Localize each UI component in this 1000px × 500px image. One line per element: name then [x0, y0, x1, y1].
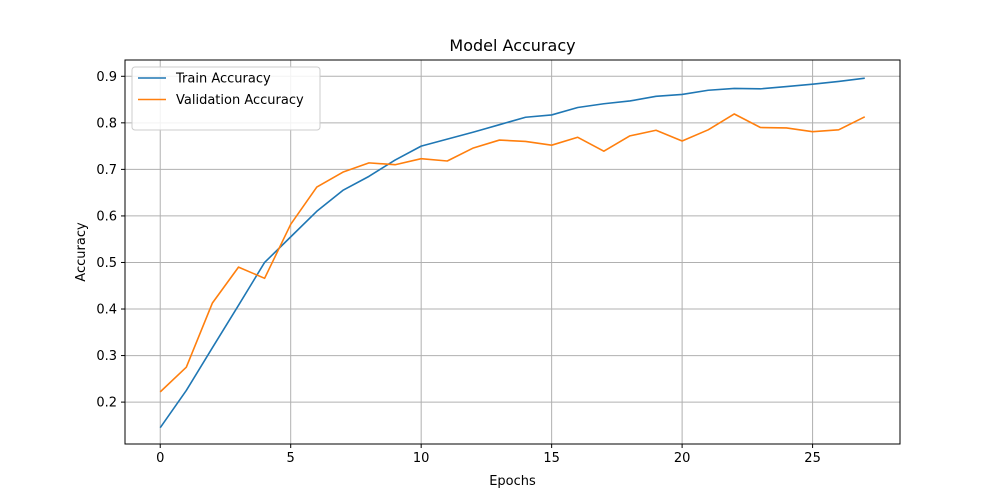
y-tick-label: 0.7: [96, 163, 117, 178]
legend: Train Accuracy Validation Accuracy: [131, 66, 321, 131]
train-accuracy-legend-label: Train Accuracy: [175, 72, 271, 87]
y-tick-label: 0.9: [96, 70, 117, 85]
x-tick-label: 15: [543, 451, 560, 466]
x-axis-label: Epochs: [489, 474, 536, 489]
x-tick-label: 20: [674, 451, 691, 466]
grid-lines: [125, 60, 900, 444]
legend-box: [131, 66, 321, 131]
x-tick-label: 0: [156, 451, 164, 466]
y-tick-label: 0.3: [96, 349, 117, 364]
validation-accuracy-line: [159, 113, 866, 393]
y-tick-label: 0.5: [96, 256, 117, 271]
y-tick-label: 0.6: [96, 209, 117, 224]
x-tick-label: 25: [804, 451, 821, 466]
x-tick-label: 10: [413, 451, 430, 466]
x-tick-label: 5: [287, 451, 295, 466]
axis-ticks: 0 5 10 15 20 25 0.2 0.3 0.4 0.5 0.6 0.7 0.8 0.9: [96, 70, 821, 466]
chart-title: Model Accuracy: [449, 36, 575, 55]
y-tick-label: 0.4: [96, 303, 117, 318]
series-lines: [159, 77, 866, 429]
y-tick-label: 0.8: [96, 116, 117, 131]
validation-accuracy-legend-label: Validation Accuracy: [176, 93, 304, 108]
y-tick-label: 0.2: [96, 396, 117, 411]
plot-frame: [124, 59, 901, 445]
y-axis-label: Accuracy: [74, 222, 89, 282]
